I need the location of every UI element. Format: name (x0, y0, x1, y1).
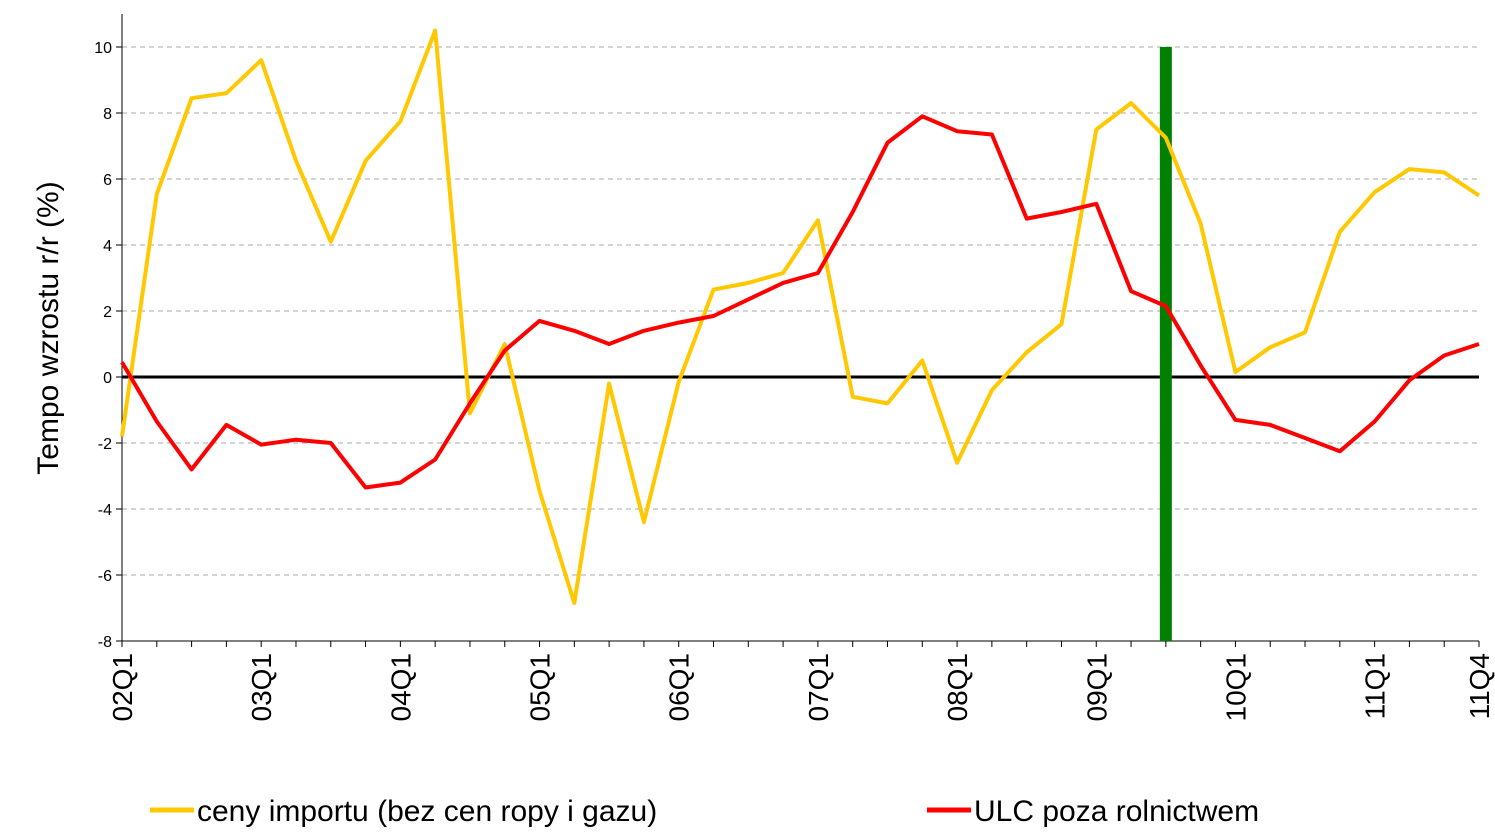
x-tick-label: 09Q1 (1081, 653, 1112, 722)
y-tick-label: 0 (103, 370, 112, 387)
x-tick-label: 08Q1 (942, 653, 973, 722)
x-tick-label: 06Q1 (664, 653, 695, 722)
y-tick-label: 6 (103, 172, 112, 189)
x-tick-label: 11Q4 (1464, 653, 1495, 719)
y-tick-label: -4 (98, 502, 112, 519)
y-tick-label: 2 (103, 304, 112, 321)
marker-bar (1159, 47, 1172, 641)
x-tick-label: 07Q1 (803, 653, 834, 722)
y-tick-label: 4 (103, 238, 112, 255)
series-line (120, 28, 1481, 605)
x-tick-label: 05Q1 (525, 653, 556, 722)
x-tick-label: 03Q1 (246, 653, 277, 722)
y-tick-label: -6 (98, 568, 112, 585)
legend-label: ULC poza rolnictwem (974, 795, 1259, 828)
x-tick-label: 02Q1 (107, 653, 138, 722)
y-tick-label: 8 (103, 106, 112, 123)
x-tick-label: 04Q1 (385, 653, 416, 722)
x-tick-label: 11Q1 (1360, 653, 1391, 719)
y-tick-label: -8 (98, 634, 112, 651)
y-tick-label: 10 (94, 40, 112, 57)
x-tick-label: 10Q1 (1220, 653, 1251, 722)
y-axis-label: Tempo wzrostu r/r (%) (32, 181, 65, 474)
y-tick-label: -2 (98, 436, 112, 453)
legend-label: ceny importu (bez cen ropy i gazu) (197, 795, 657, 828)
series-line (120, 114, 1480, 490)
